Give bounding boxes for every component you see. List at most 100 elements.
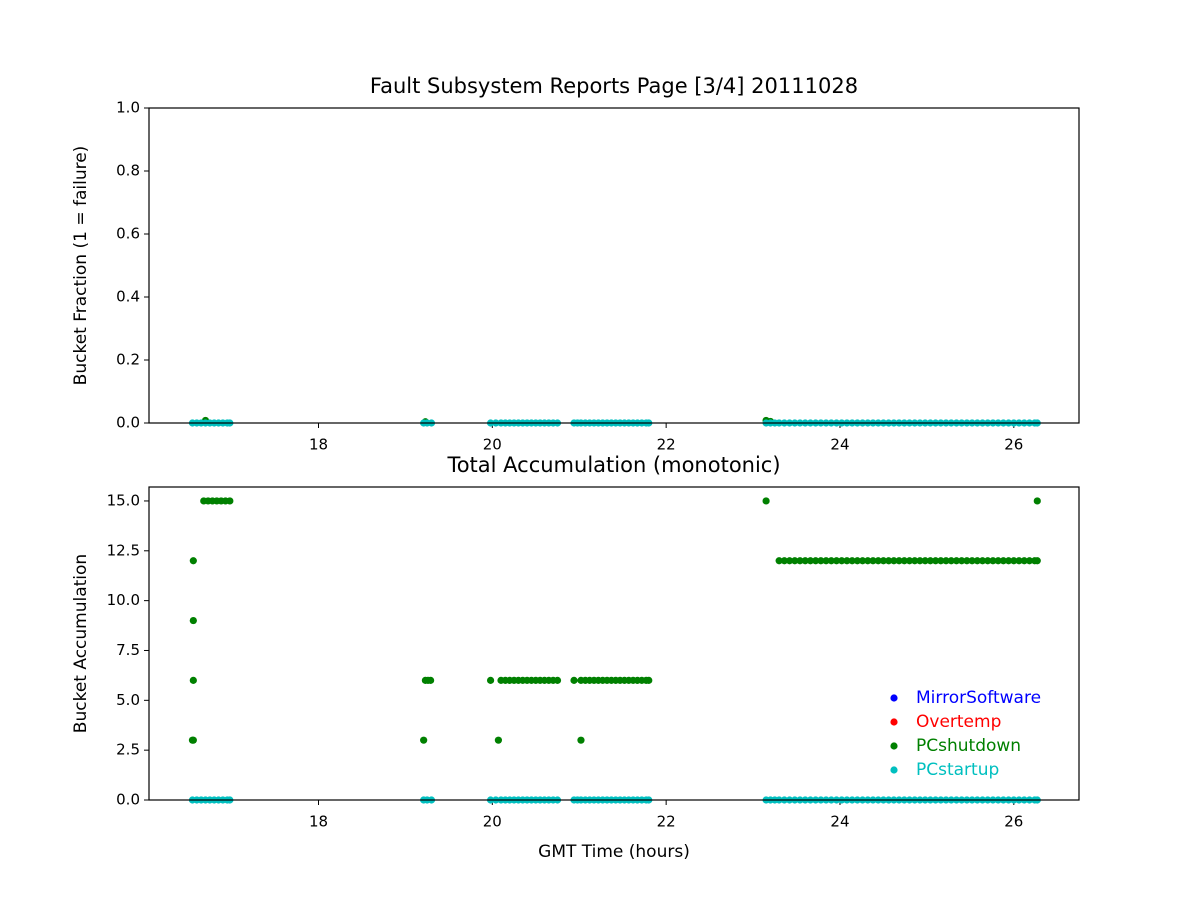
data-point — [1015, 557, 1023, 565]
data-point — [984, 557, 992, 565]
x-tick-label: 22 — [657, 436, 676, 454]
x-tick-label: 20 — [483, 813, 502, 831]
data-point — [963, 557, 971, 565]
data-point — [827, 557, 835, 565]
x-tick-label: 26 — [1004, 436, 1023, 454]
data-point — [911, 557, 919, 565]
data-point — [937, 557, 945, 565]
data-point — [570, 676, 578, 684]
data-point — [905, 557, 914, 565]
data-point — [577, 736, 585, 744]
data-point — [486, 676, 495, 684]
data-point — [989, 557, 997, 565]
y-tick-label: 0.0 — [116, 791, 140, 809]
data-point — [812, 557, 820, 565]
data-point — [832, 557, 841, 565]
y-tick-label: 1.0 — [116, 99, 140, 117]
y-tick-label: 0.8 — [116, 162, 140, 180]
data-point — [900, 557, 908, 565]
x-tick-label: 18 — [309, 436, 328, 454]
data-point — [796, 557, 804, 565]
data-point — [189, 557, 197, 565]
data-point — [780, 557, 788, 565]
data-point — [1010, 557, 1018, 565]
data-point — [968, 557, 976, 565]
data-point — [801, 557, 809, 565]
data-point — [869, 557, 877, 565]
plot-frame — [148, 486, 1080, 801]
data-point — [916, 557, 924, 565]
legend-marker — [890, 718, 898, 726]
data-point — [553, 676, 562, 684]
data-point — [890, 557, 898, 565]
legend-marker — [890, 742, 898, 750]
data-point — [853, 557, 861, 565]
data-point — [994, 557, 1002, 565]
data-point — [817, 557, 825, 565]
y-tick-label: 0.0 — [116, 414, 140, 432]
x-tick-label: 20 — [483, 436, 502, 454]
data-point — [189, 676, 197, 684]
x-tick-label: 24 — [830, 813, 849, 831]
data-point — [885, 557, 893, 565]
data-point — [921, 557, 929, 565]
data-point — [645, 676, 653, 684]
y-tick-label: 0.4 — [116, 288, 140, 306]
y-tick-label: 2.5 — [116, 741, 140, 759]
x-tick-label: 24 — [830, 436, 849, 454]
data-point — [958, 557, 966, 565]
data-point — [895, 557, 903, 565]
data-point — [226, 497, 234, 505]
data-point — [999, 557, 1007, 565]
data-point — [1004, 557, 1013, 565]
data-point — [858, 557, 867, 565]
legend: MirrorSoftware Overtemp PCshutdown PCstartu… — [890, 688, 1041, 780]
y-tick-label: 10.0 — [107, 591, 140, 609]
data-point — [931, 557, 940, 565]
data-point — [879, 557, 888, 565]
data-point — [791, 557, 799, 565]
legend-label: Overtemp — [916, 712, 1001, 732]
x-tick-label: 22 — [657, 813, 676, 831]
x-axis-label: GMT Time (hours) — [538, 842, 690, 862]
data-point — [864, 557, 872, 565]
data-point — [762, 497, 770, 505]
legend-label: PCstartup — [916, 760, 999, 780]
data-point — [947, 557, 955, 565]
chart-title: Total Accumulation (monotonic) — [446, 453, 780, 477]
data-point — [1033, 557, 1041, 565]
data-point — [427, 676, 435, 684]
y-tick-label: 12.5 — [107, 541, 140, 559]
x-tick-label: 26 — [1004, 813, 1023, 831]
data-point — [874, 557, 882, 565]
plot-frame — [148, 107, 1080, 424]
data-point — [848, 557, 856, 565]
data-point — [785, 557, 794, 565]
x-tick-label: 18 — [309, 813, 328, 831]
y-tick-label: 15.0 — [107, 491, 140, 509]
data-point — [973, 557, 981, 565]
data-point — [838, 557, 846, 565]
subplot: Total Accumulation (monotonic) Bucket Acc… — [71, 453, 1080, 862]
legend-label: PCshutdown — [916, 736, 1021, 756]
data-point — [822, 557, 830, 565]
data-point — [189, 736, 197, 744]
legend-marker — [890, 694, 898, 702]
data-point — [978, 557, 987, 565]
legend-label: MirrorSoftware — [916, 688, 1041, 708]
y-tick-label: 0.6 — [116, 225, 140, 243]
y-tick-label: 7.5 — [116, 641, 140, 659]
y-axis-label: Bucket Accumulation — [71, 554, 91, 733]
data-point — [420, 736, 428, 744]
data-point — [1020, 557, 1028, 565]
data-point — [926, 557, 934, 565]
data-point — [1025, 557, 1034, 565]
y-tick-label: 0.2 — [116, 351, 140, 369]
data-point — [494, 736, 503, 744]
data-point — [843, 557, 851, 565]
data-point — [1033, 497, 1041, 505]
y-axis-label: Bucket Fraction (1 = failure) — [71, 146, 91, 386]
y-tick-label: 5.0 — [116, 691, 140, 709]
